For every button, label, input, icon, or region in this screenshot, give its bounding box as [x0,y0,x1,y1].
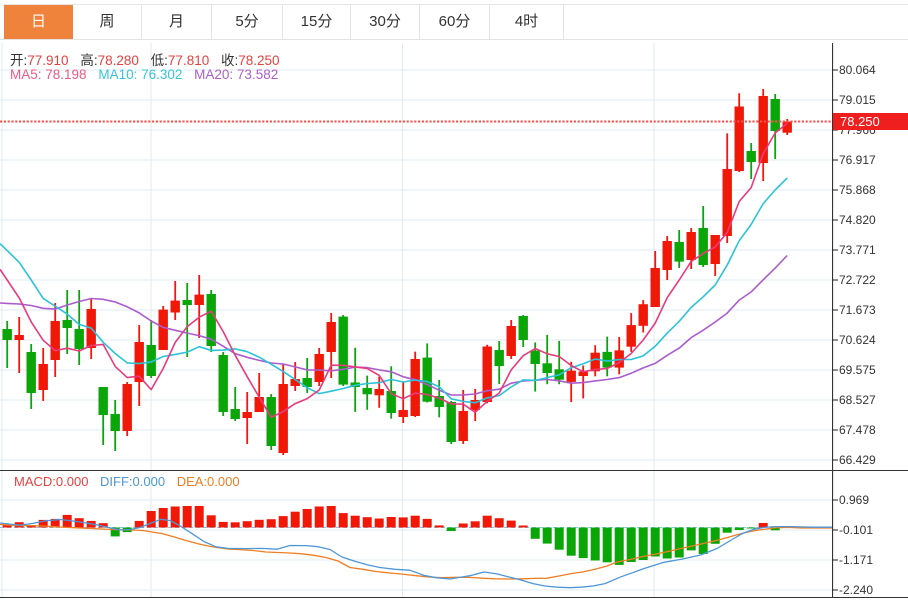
svg-text:69.575: 69.575 [839,363,876,377]
svg-text:80.064: 80.064 [839,63,876,77]
svg-text:68.527: 68.527 [839,393,876,407]
svg-text:-2.240: -2.240 [839,583,873,597]
svg-text:76.917: 76.917 [839,153,876,167]
svg-text:-1.171: -1.171 [839,553,873,567]
svg-text:66.429: 66.429 [839,453,876,467]
svg-text:67.478: 67.478 [839,423,876,437]
svg-text:-0.101: -0.101 [839,523,873,537]
svg-text:72.722: 72.722 [839,273,876,287]
svg-text:70.624: 70.624 [839,333,876,347]
svg-text:75.868: 75.868 [839,183,876,197]
svg-text:79.015: 79.015 [839,93,876,107]
svg-text:73.771: 73.771 [839,243,876,257]
svg-text:78.250: 78.250 [840,114,880,129]
svg-text:74.820: 74.820 [839,213,876,227]
svg-text:71.673: 71.673 [839,303,876,317]
svg-text:0.969: 0.969 [839,493,869,507]
